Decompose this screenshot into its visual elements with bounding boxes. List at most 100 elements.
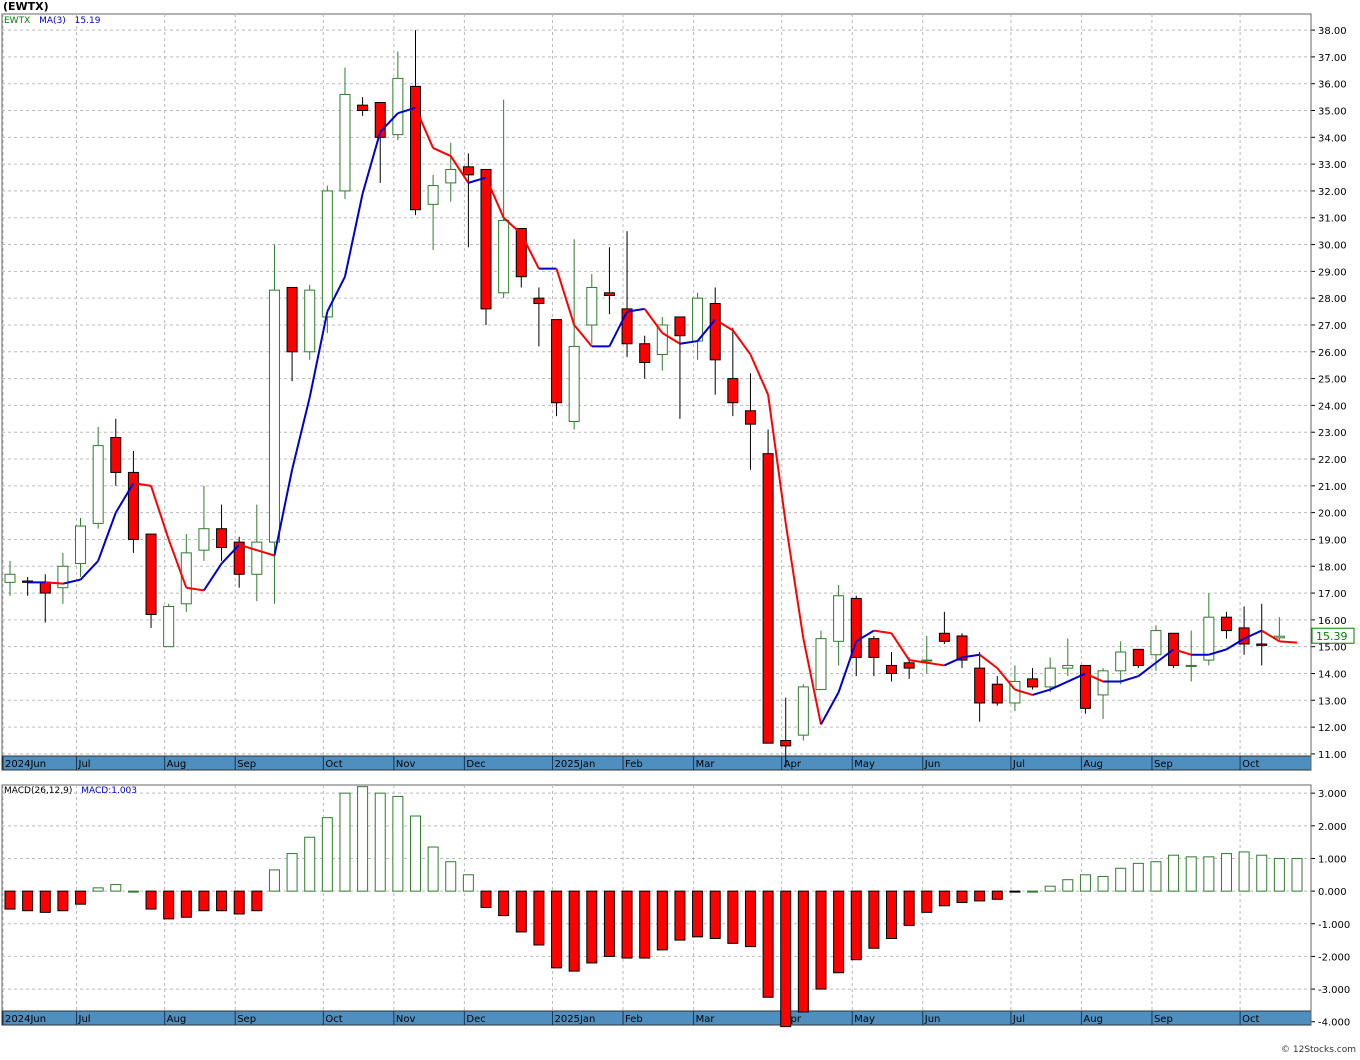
- ma3-segment: [661, 332, 681, 345]
- grid-lines: [2, 14, 1311, 1025]
- ma3-segment: [890, 632, 910, 661]
- candlestick: [744, 373, 756, 470]
- macd-date-band: [1, 1010, 1312, 1026]
- ma3-segment: [308, 311, 329, 398]
- candle-body-down: [621, 308, 633, 345]
- macd-bar-positive: [1027, 890, 1039, 893]
- macd-bar-positive: [1185, 856, 1197, 892]
- candle-body-down: [233, 541, 245, 575]
- candlestick: [674, 316, 686, 419]
- price-tick-label: 38.00: [1318, 26, 1347, 37]
- macd-bar-negative: [886, 890, 897, 939]
- candle-body-up: [445, 168, 457, 184]
- price-tick-label: 35.00: [1318, 107, 1347, 118]
- ma3-segment: [767, 394, 787, 524]
- ma3-segment: [996, 667, 1016, 691]
- price-tick-label: 27.00: [1318, 321, 1347, 332]
- candle-body-down: [991, 683, 1003, 704]
- month-label: Oct: [325, 1014, 342, 1025]
- month-label: 2024Jun: [5, 1014, 46, 1025]
- candlestick: [92, 426, 104, 529]
- price-tick-label: 34.00: [1318, 133, 1347, 144]
- candlestick: [921, 635, 933, 674]
- macd-bar-negative: [180, 890, 192, 918]
- candlestick: [551, 319, 563, 417]
- month-label: Oct: [1242, 1014, 1259, 1025]
- macd-bar-negative: [1009, 890, 1021, 893]
- price-tick-label: 30.00: [1318, 241, 1347, 252]
- ma3-segment: [45, 581, 63, 585]
- candle-body-down: [357, 104, 369, 112]
- ma3-segment: [361, 131, 382, 194]
- candle-body-up: [1273, 635, 1285, 639]
- macd-bar-positive: [462, 874, 474, 892]
- candlestick: [374, 101, 386, 183]
- candle-body-up: [1009, 681, 1021, 704]
- candlestick: [57, 552, 69, 604]
- month-label: May: [854, 1014, 875, 1025]
- candle-body-up: [1097, 670, 1109, 696]
- month-label: Mar: [696, 759, 716, 770]
- month-label: Nov: [396, 759, 416, 770]
- month-label: 2024Jun: [5, 759, 46, 770]
- candle-body-down: [1220, 616, 1232, 632]
- ma3-segment: [468, 176, 487, 184]
- ma3-segment: [1208, 648, 1227, 656]
- candle-body-down: [903, 662, 915, 669]
- candlestick: [1062, 638, 1074, 677]
- macd-bar-positive: [304, 836, 316, 892]
- candlestick: [357, 97, 369, 116]
- candle-body-down: [603, 292, 615, 296]
- candle-body-up: [339, 93, 351, 192]
- ma3-segment: [1261, 629, 1280, 643]
- month-label: Jul: [78, 1014, 91, 1025]
- candlestick: [515, 227, 527, 288]
- macd-tick-label: -1.000: [1318, 920, 1350, 931]
- ma3-segment: [379, 112, 399, 133]
- macd-bar-negative: [956, 890, 968, 904]
- candle-body-up: [1185, 664, 1197, 667]
- ma3-segment: [643, 308, 664, 334]
- macd-bar-negative: [480, 890, 492, 908]
- ma3-segment: [926, 661, 945, 667]
- month-label: Aug: [1083, 759, 1103, 770]
- legend-macd-label: MACD(26,12,9): [4, 786, 73, 796]
- ma3-segment: [802, 638, 822, 725]
- macd-bar-positive: [1220, 853, 1232, 892]
- price-date-band: [1, 755, 1312, 771]
- candle-body-up: [180, 552, 192, 605]
- macd-tick-label: 2.000: [1318, 822, 1347, 833]
- candle-body-up: [498, 219, 510, 294]
- macd-bar-positive: [1044, 885, 1056, 892]
- month-label: May: [854, 759, 875, 770]
- macd-bar-negative: [780, 890, 792, 1028]
- month-label: Feb: [625, 759, 643, 770]
- macd-bar-negative: [815, 890, 827, 990]
- ma3-segment: [291, 397, 311, 470]
- macd-bar-negative: [903, 890, 915, 926]
- macd-tick-label: 0.000: [1318, 887, 1347, 898]
- macd-bar-negative: [603, 890, 615, 957]
- ma3-segment: [414, 107, 435, 149]
- candle-body-down: [938, 632, 950, 642]
- candlestick: [974, 652, 986, 722]
- price-tick-label: 14.00: [1318, 669, 1347, 680]
- candle-body-down: [462, 166, 474, 176]
- ma3-segment: [97, 512, 117, 562]
- ma3-segment: [432, 147, 452, 157]
- candlestick: [321, 185, 333, 334]
- macd-bar-positive: [392, 795, 404, 892]
- candlestick: [198, 485, 210, 561]
- macd-bar-negative: [198, 890, 210, 912]
- candle-body-down: [1027, 678, 1039, 688]
- macd-bar-negative: [251, 890, 263, 912]
- candle-body-down: [1079, 664, 1091, 709]
- candlestick: [1115, 641, 1127, 685]
- price-tick-label: 20.00: [1318, 509, 1347, 520]
- candlestick: [127, 450, 139, 553]
- candlestick: [833, 585, 845, 666]
- candlestick: [1203, 593, 1215, 666]
- candlestick: [727, 327, 739, 417]
- candle-body-down: [533, 297, 545, 305]
- candlestick: [163, 603, 175, 648]
